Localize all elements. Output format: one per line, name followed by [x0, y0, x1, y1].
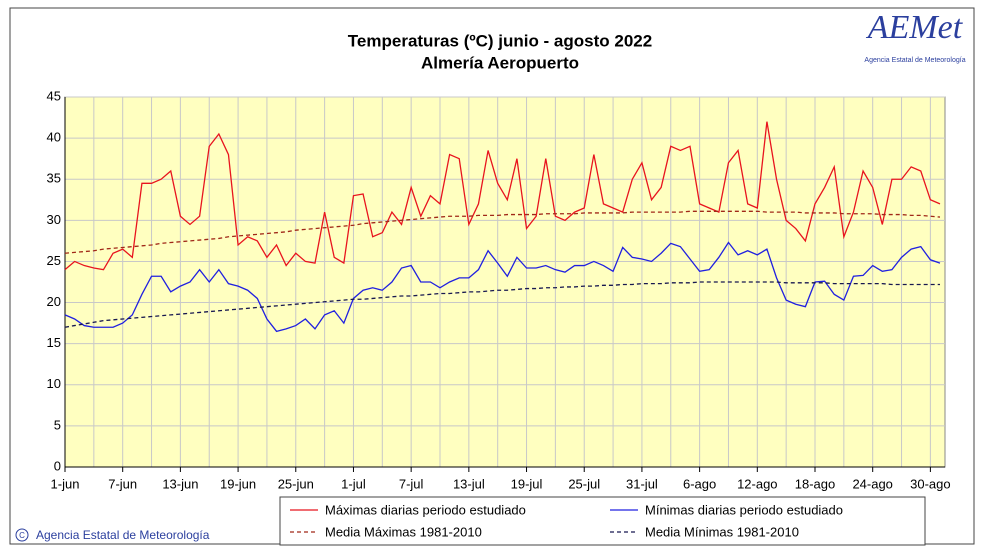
chart-subtitle: Almería Aeropuerto: [421, 53, 579, 72]
series-line: [64, 281, 940, 328]
x-tick-label: 24-ago: [852, 476, 892, 491]
y-tick-label: 30: [47, 212, 61, 227]
y-tick-label: 35: [47, 171, 61, 186]
x-tick-label: 6-ago: [683, 476, 716, 491]
series-line: [64, 210, 941, 254]
x-tick-label: 30-ago: [910, 476, 950, 491]
y-tick-label: 20: [47, 294, 61, 309]
y-tick-label: 5: [54, 417, 61, 432]
y-tick-label: 25: [47, 253, 61, 268]
y-tick-label: 40: [47, 130, 61, 145]
logo: AEMet: [866, 9, 964, 46]
y-tick-label: 15: [47, 335, 61, 350]
x-tick-label: 13-jul: [453, 476, 485, 491]
x-tick-label: 1-jul: [341, 476, 366, 491]
copyright-icon: [15, 528, 29, 542]
x-tick-label: 13-jun: [162, 476, 198, 491]
copyright: Agencia Estatal de Meteorología: [36, 528, 210, 542]
plot-area: [64, 96, 946, 468]
x-tick-label: 12-ago: [737, 476, 777, 491]
chart-title: Temperaturas (ºC) junio - agosto 2022: [348, 31, 652, 50]
legend-box: [279, 496, 926, 546]
x-tick-label: 1-jun: [51, 476, 80, 491]
x-tick-label: 19-jun: [220, 476, 256, 491]
x-tick-label: 7-jun: [108, 476, 137, 491]
x-tick-label: 31-jul: [626, 476, 658, 491]
series-line: [64, 241, 941, 333]
legend-label: Mínimas diarias periodo estudiado: [645, 502, 843, 517]
y-tick-label: 10: [47, 376, 61, 391]
copyright-c: C: [19, 531, 25, 540]
logo-subtitle: Agencia Estatal de Meteorología: [864, 57, 965, 64]
x-tick-label: 18-ago: [795, 476, 835, 491]
x-tick-label: 19-jul: [511, 476, 543, 491]
legend-label: Media Mínimas 1981-2010: [645, 524, 799, 539]
legend-label: Media Máximas 1981-2010: [325, 524, 482, 539]
x-tick-label: 7-jul: [399, 476, 424, 491]
y-tick-label: 45: [47, 88, 61, 103]
x-tick-label: 25-jul: [568, 476, 600, 491]
legend-label: Máximas diarias periodo estudiado: [325, 502, 526, 517]
series-line: [64, 121, 941, 271]
y-tick-label: 0: [54, 458, 61, 473]
x-tick-label: 25-jun: [278, 476, 314, 491]
